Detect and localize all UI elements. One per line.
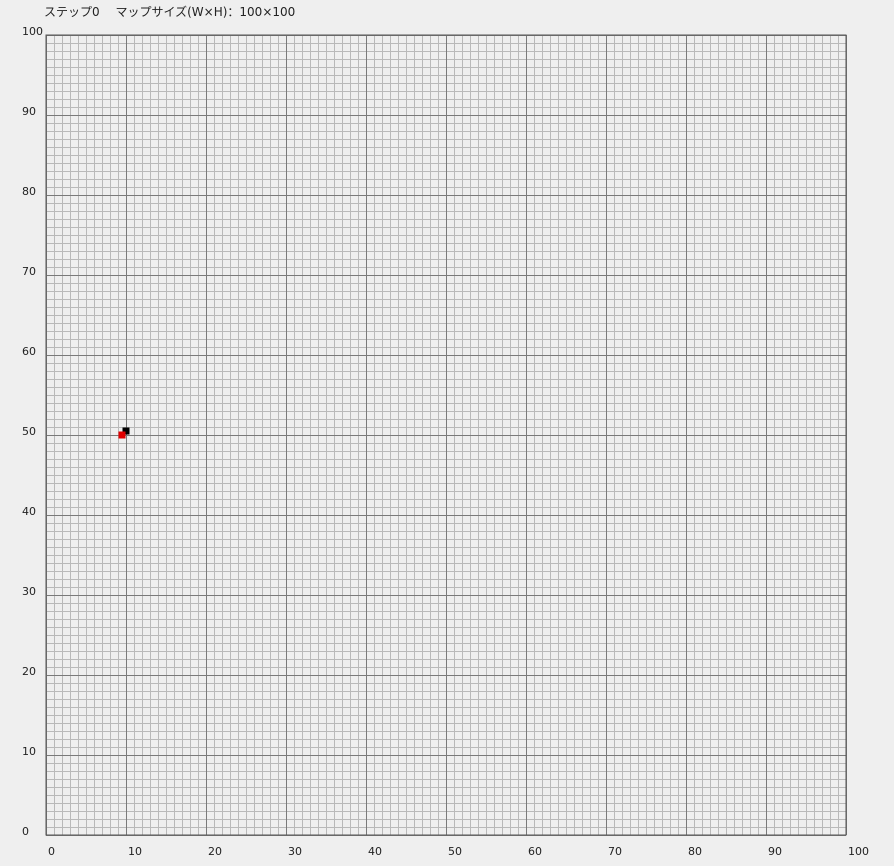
status-line: ステップ0 マップサイズ(W×H)：100×100: [44, 3, 307, 20]
y-tick-label: 60: [22, 345, 36, 358]
x-tick-label: 50: [448, 845, 462, 858]
y-tick-label: 100: [22, 25, 43, 38]
y-tick-label: 50: [22, 425, 36, 438]
x-tick-label: 90: [768, 845, 782, 858]
y-tick-label: 10: [22, 745, 36, 758]
x-tick-label: 0: [48, 845, 55, 858]
y-tick-label: 80: [22, 185, 36, 198]
x-tick-label: 60: [528, 845, 542, 858]
agent-black-marker: [122, 427, 130, 435]
y-tick-label: 20: [22, 665, 36, 678]
y-tick-label: 0: [22, 825, 29, 838]
agent-red-marker: [118, 431, 126, 439]
x-tick-label: 70: [608, 845, 622, 858]
x-tick-label: 100: [848, 845, 869, 858]
x-tick-label: 80: [688, 845, 702, 858]
map-size-label: マップサイズ(W×H)：100×100: [115, 5, 296, 19]
y-tick-label: 90: [22, 105, 36, 118]
x-axis-ticks: 0 10 20 30 40 50 60 70 80 90 100: [48, 845, 869, 858]
x-tick-label: 30: [288, 845, 302, 858]
map-markers: [118, 427, 130, 439]
x-tick-label: 40: [368, 845, 382, 858]
y-axis-ticks: 0 10 20 30 40 50 60 70 80 90 100: [22, 25, 43, 838]
y-tick-label: 40: [22, 505, 36, 518]
map-border: [45, 34, 847, 836]
x-tick-label: 10: [128, 845, 142, 858]
y-tick-label: 70: [22, 265, 36, 278]
y-tick-label: 30: [22, 585, 36, 598]
step-label: ステップ0: [44, 5, 100, 19]
x-tick-label: 20: [208, 845, 222, 858]
